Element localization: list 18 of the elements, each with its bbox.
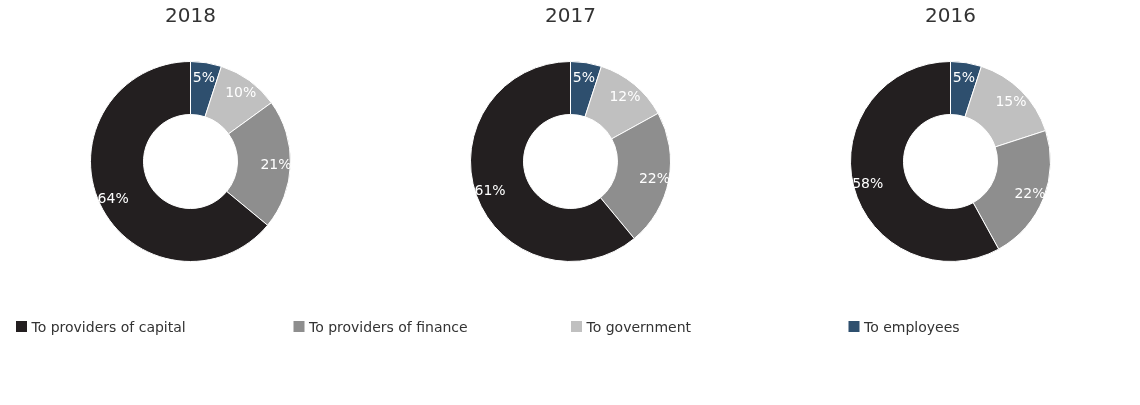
- legend-label: To providers of finance: [308, 318, 468, 335]
- legend-label: To employees: [863, 318, 960, 335]
- data-label: 12%: [609, 87, 641, 104]
- data-label: 58%: [852, 174, 884, 191]
- chart-title: 2016: [925, 2, 976, 27]
- legend-label: To providers of capital: [30, 318, 186, 335]
- data-label: 22%: [1014, 184, 1046, 201]
- data-label: 5%: [192, 69, 215, 86]
- data-label: 61%: [474, 182, 506, 199]
- chart-title: 2018: [165, 2, 216, 27]
- data-label: 22%: [638, 169, 671, 186]
- data-label: 10%: [225, 84, 257, 101]
- chart-title: 2017: [545, 2, 596, 27]
- data-label: 5%: [572, 69, 595, 86]
- legend-label: To government: [585, 318, 692, 335]
- data-label: 15%: [995, 93, 1027, 110]
- data-label: 5%: [952, 69, 975, 86]
- data-label: 64%: [97, 189, 129, 206]
